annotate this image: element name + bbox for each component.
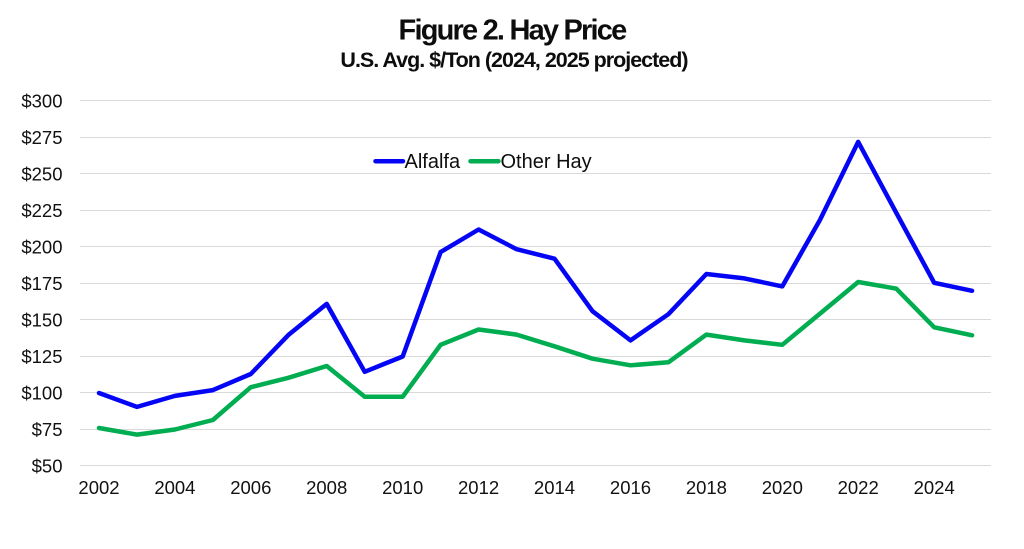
svg-text:U.S. Avg. $/Ton (2024, 2025 pr: U.S. Avg. $/Ton (2024, 2025 projected) (340, 48, 688, 72)
svg-text:Alfalfa: Alfalfa (405, 151, 461, 173)
svg-text:2004: 2004 (154, 477, 195, 498)
svg-text:$100: $100 (21, 383, 62, 404)
svg-text:2020: 2020 (762, 477, 803, 498)
svg-text:2022: 2022 (838, 477, 879, 498)
svg-text:2010: 2010 (382, 477, 423, 498)
svg-text:2006: 2006 (230, 477, 271, 498)
svg-text:Other Hay: Other Hay (501, 151, 592, 173)
svg-text:$75: $75 (32, 419, 63, 440)
svg-text:2002: 2002 (78, 477, 119, 498)
svg-text:2018: 2018 (686, 477, 727, 498)
svg-text:2024: 2024 (914, 477, 955, 498)
svg-text:$50: $50 (32, 456, 63, 477)
svg-text:$275: $275 (21, 127, 62, 148)
svg-text:$150: $150 (21, 310, 62, 331)
svg-text:$225: $225 (21, 200, 62, 221)
svg-text:$175: $175 (21, 273, 62, 294)
svg-text:2012: 2012 (458, 477, 499, 498)
svg-text:2016: 2016 (610, 477, 651, 498)
svg-text:$125: $125 (21, 346, 62, 367)
svg-text:$250: $250 (21, 164, 62, 185)
svg-text:2008: 2008 (306, 477, 347, 498)
svg-text:2014: 2014 (534, 477, 575, 498)
svg-text:$200: $200 (21, 237, 62, 258)
svg-text:$300: $300 (21, 91, 62, 112)
svg-text:Figure 2. Hay Price: Figure 2. Hay Price (399, 14, 628, 46)
